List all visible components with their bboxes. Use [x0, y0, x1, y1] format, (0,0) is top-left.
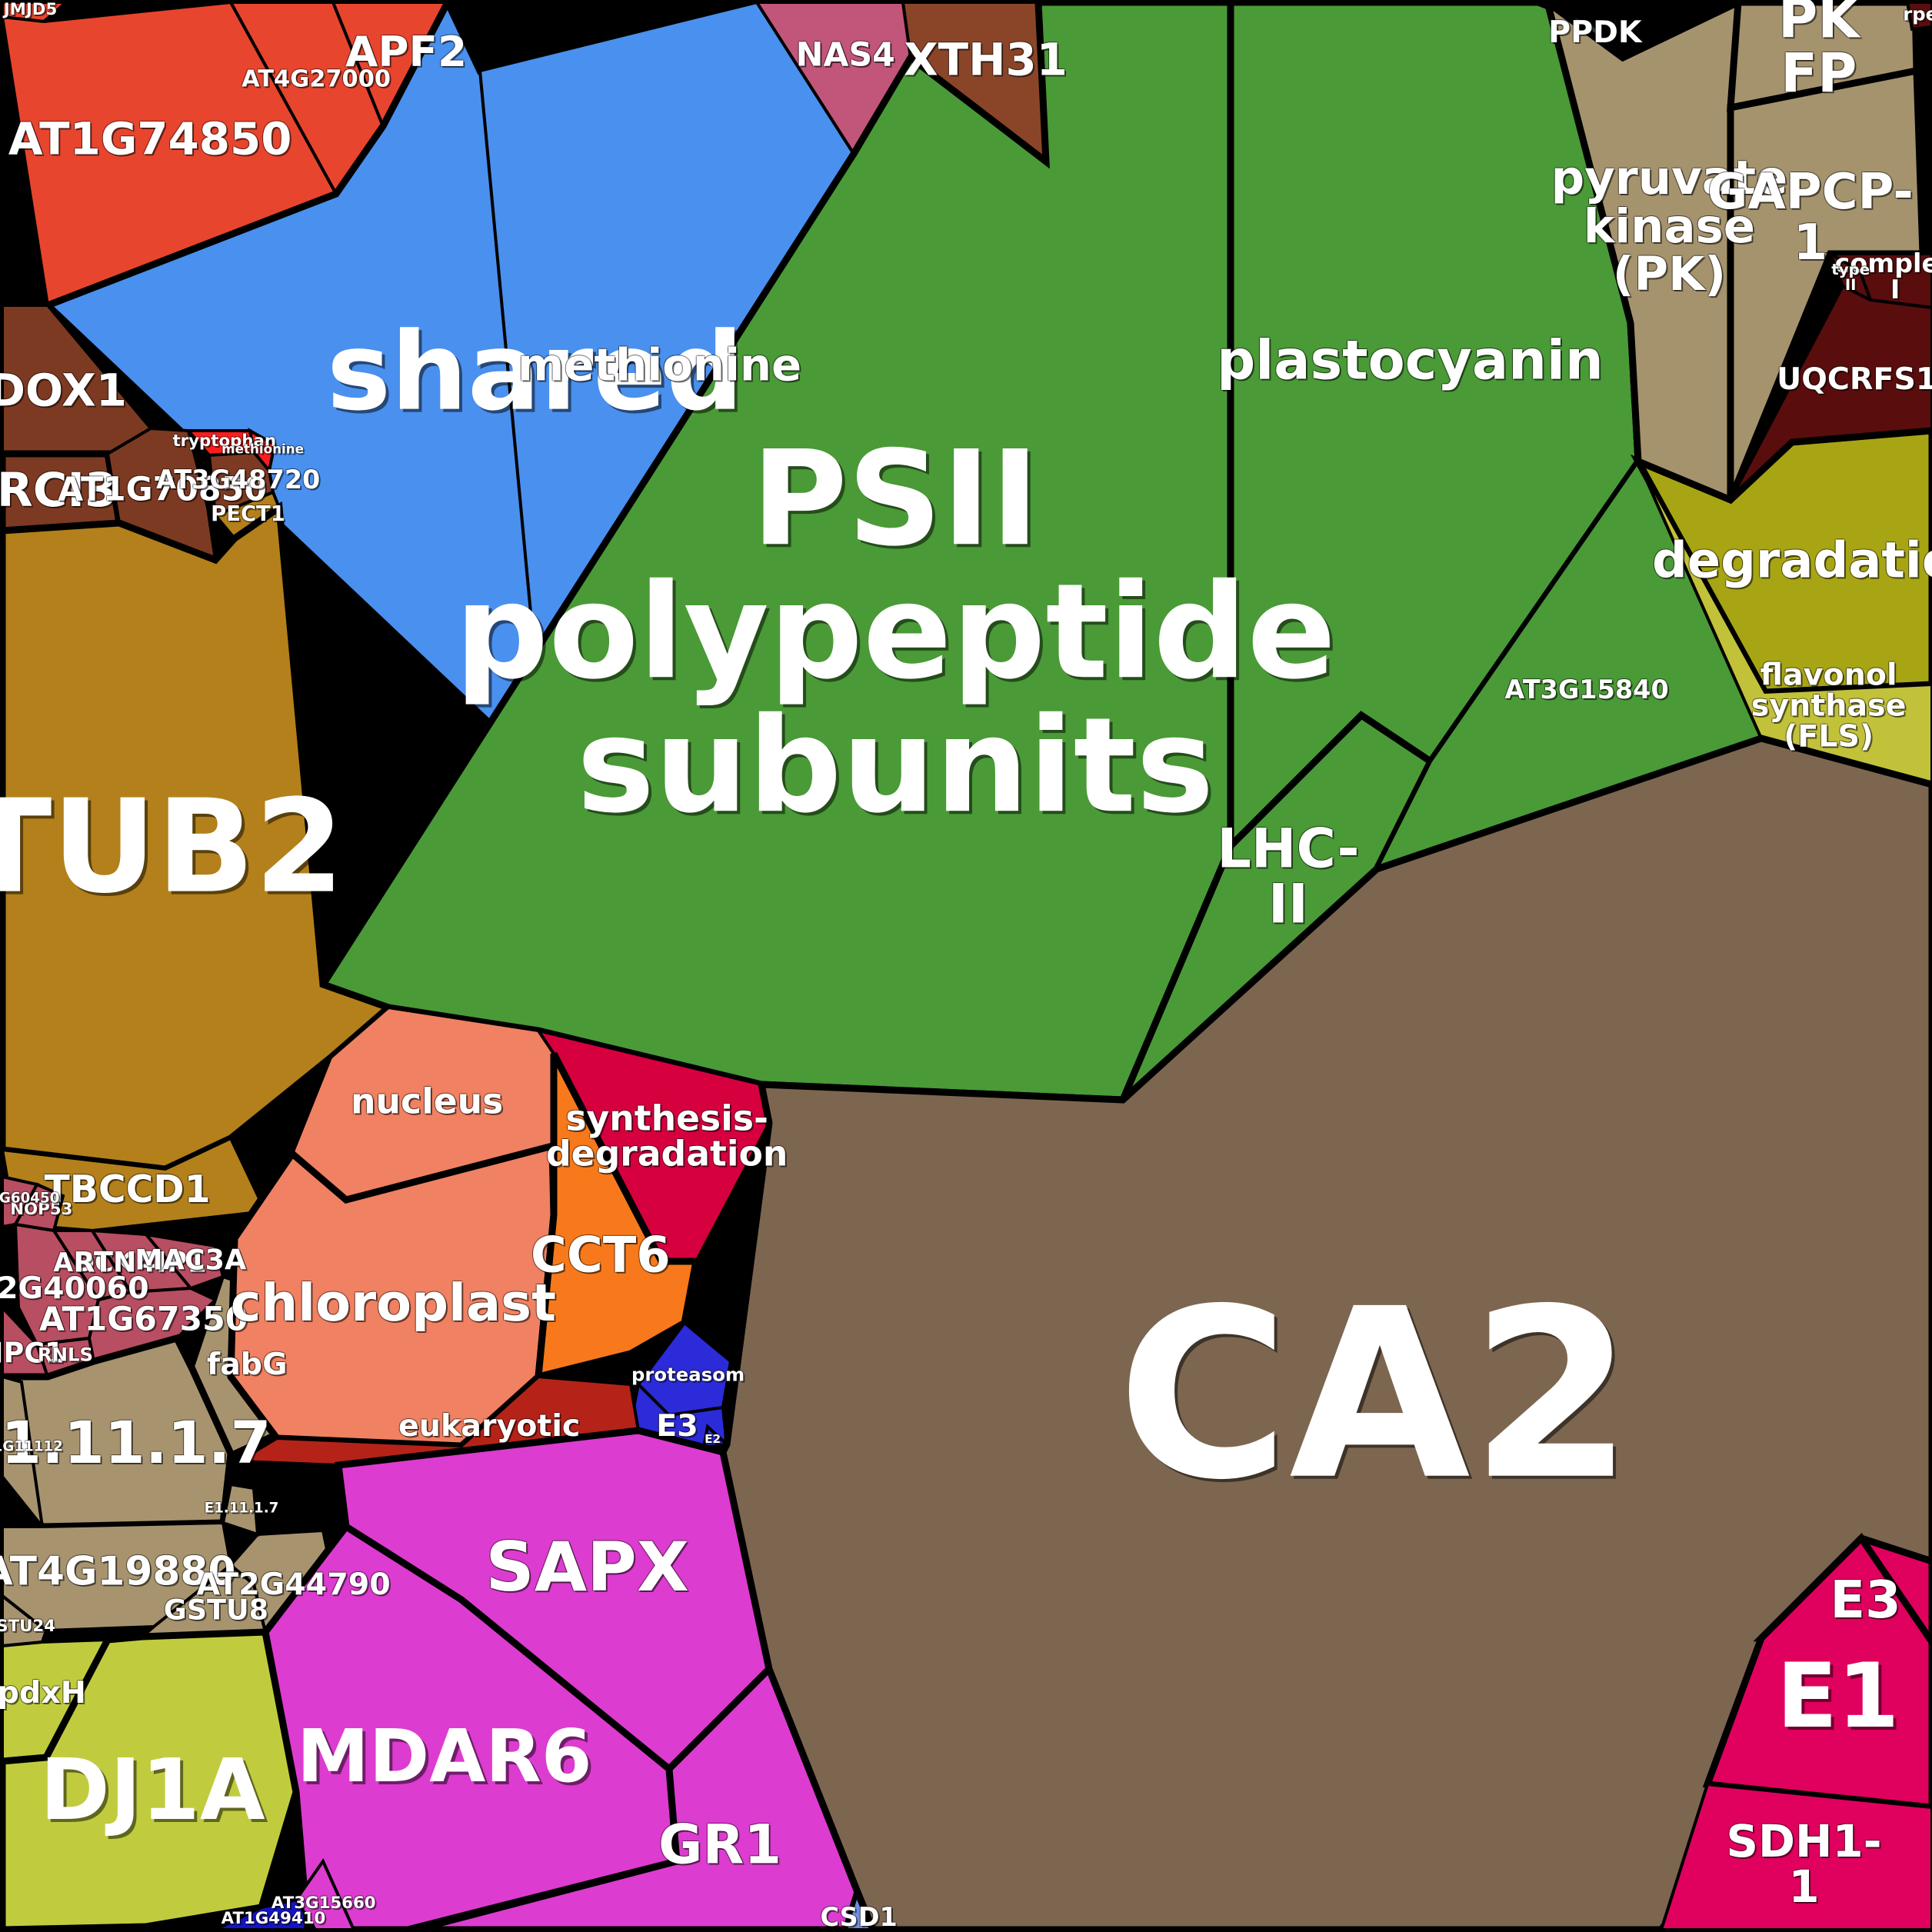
- voronoi-cell-cct6[interactable]: [534, 1051, 701, 1381]
- voronoi-cell-ca2[interactable]: [719, 734, 1932, 1932]
- voronoi-cell-e3-tiny[interactable]: [701, 1424, 731, 1450]
- voronoi-cell-e1.11.1.7-small[interactable]: [221, 1482, 260, 1537]
- voronoi-cell-chloroplast[interactable]: [227, 1141, 558, 1450]
- voronoi-cell-at3g48720[interactable]: [207, 450, 275, 518]
- voronoi-cell-at1g67350[interactable]: [87, 1286, 218, 1364]
- voronoi-cell-sdh1-1[interactable]: [1659, 1782, 1932, 1931]
- voronoi-cell-eukaryotic[interactable]: [233, 1374, 641, 1467]
- voronoi-cell-at3g15660[interactable]: [294, 1857, 357, 1931]
- voronoi-cell-rci3[interactable]: [0, 450, 124, 535]
- voronoi-cell-at3g60450[interactable]: [1, 1174, 40, 1229]
- voronoi-cell-flavonol-synthase[interactable]: [1637, 461, 1932, 787]
- voronoi-cell-rpe[interactable]: [1905, 1, 1932, 32]
